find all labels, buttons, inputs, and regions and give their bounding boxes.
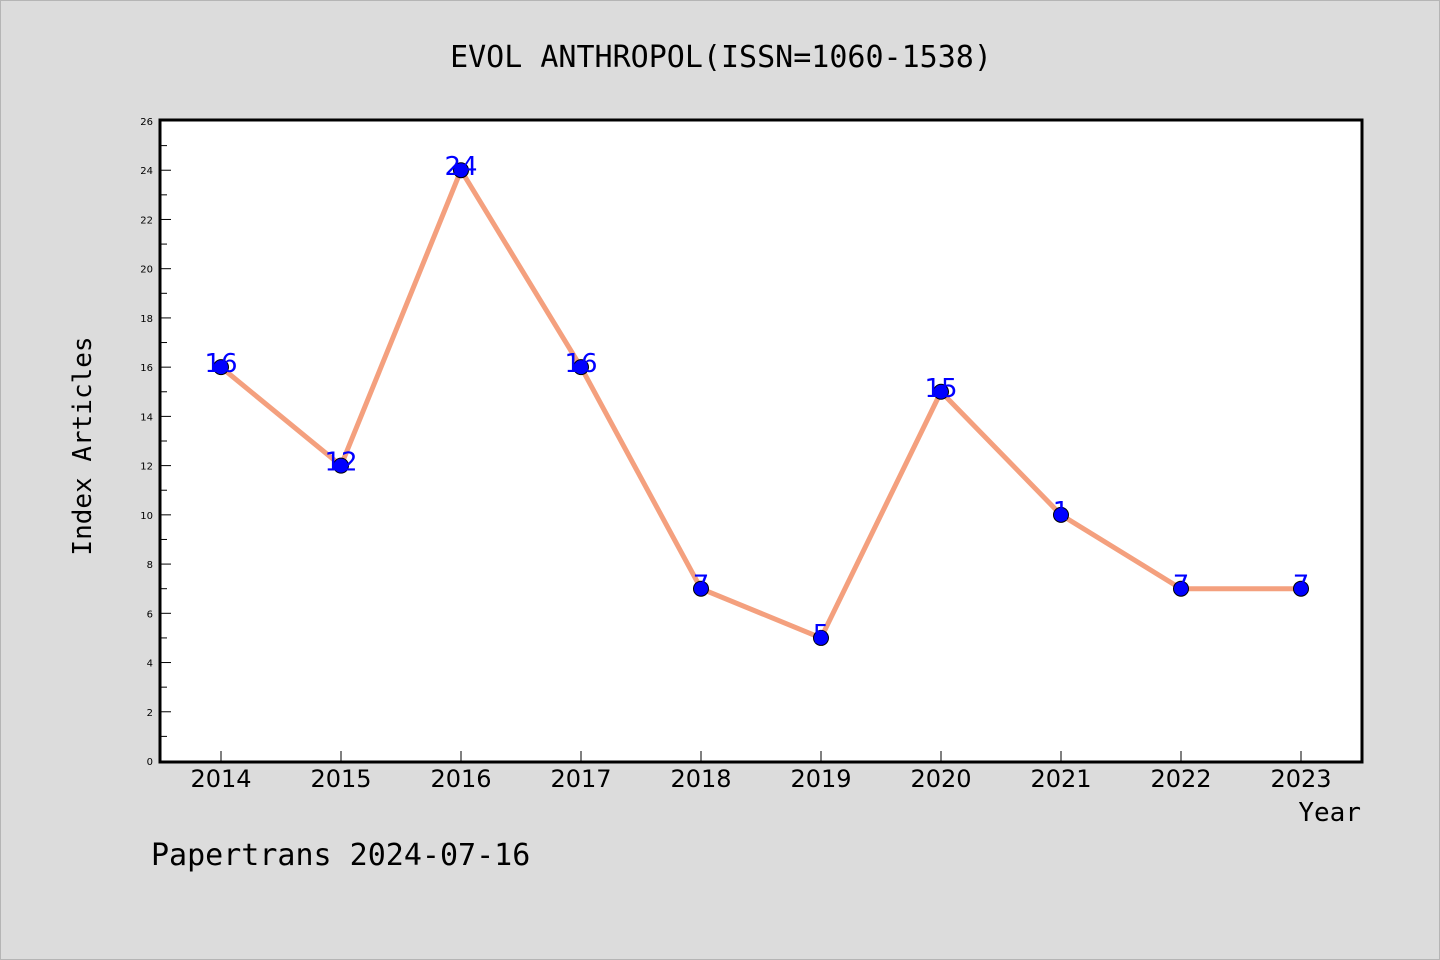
x-tick-label: 2018: [670, 765, 731, 793]
data-label-2015: 12: [324, 448, 357, 478]
data-point-2017: [573, 359, 589, 376]
x-tick-label: 2022: [1150, 765, 1211, 793]
x-axis-label: Year: [1298, 798, 1361, 828]
data-point-2018: [693, 580, 709, 597]
x-tick-label: 2019: [790, 765, 851, 793]
plot-area: [158, 118, 1364, 764]
data-label-2018: 7: [693, 571, 710, 601]
data-label-2019: 5: [813, 620, 830, 650]
data-point-2020: [933, 383, 949, 400]
y-tick-label: 10: [140, 511, 153, 522]
data-point-2019: [813, 629, 829, 646]
y-tick-label: 4: [147, 659, 153, 670]
y-tick-label: 20: [140, 265, 153, 276]
x-tick-label: 2014: [190, 765, 251, 793]
data-label-2023: 7: [1293, 571, 1310, 601]
y-tick-label: 8: [147, 560, 153, 571]
data-label-2021: 1: [1053, 497, 1070, 527]
data-label-2014: 16: [204, 349, 237, 379]
x-axis: 2014 2015 2016 2017 2018 2019 2020 2021 2022 2023: [190, 751, 1332, 793]
x-tick-label: 2016: [430, 765, 491, 793]
x-tick-label: 2023: [1270, 765, 1331, 793]
data-point-2014: [213, 359, 229, 376]
data-point-2016: [453, 162, 469, 179]
y-tick-label: 0: [147, 757, 153, 768]
y-tick-label: 12: [140, 462, 153, 473]
y-tick-label: 16: [140, 363, 153, 374]
series-line-group: [218, 167, 1304, 641]
data-point-2015: [333, 457, 349, 474]
data-label-2017: 16: [564, 349, 597, 379]
y-tick-label: 24: [140, 166, 153, 177]
data-label-2016: 24: [444, 152, 477, 182]
x-tick-label: 2015: [310, 765, 371, 793]
chart-title: EVOL ANTHROPOL(ISSN=1060-1538): [450, 40, 992, 75]
data-label-2022: 7: [1173, 571, 1190, 601]
data-point-2023: [1293, 580, 1309, 597]
y-tick-label: 2: [147, 708, 153, 719]
y-tick-label: 18: [140, 314, 153, 325]
y-tick-label: 6: [147, 609, 153, 620]
y-tick-label: 26: [140, 117, 153, 128]
x-tick-label: 2017: [550, 765, 611, 793]
y-tick-label: 22: [140, 215, 153, 226]
data-point-2021: [1053, 506, 1069, 523]
y-tick-label: 14: [140, 412, 153, 423]
x-tick-label: 2020: [910, 765, 971, 793]
data-point-2022: [1173, 580, 1189, 597]
data-label-2020: 15: [924, 374, 957, 404]
series-line: [218, 167, 1304, 641]
footer-credit: Papertrans 2024-07-16: [151, 838, 530, 873]
data-points: [213, 162, 1309, 646]
y-axis-label: Index Articles: [68, 336, 98, 555]
data-labels: 16 12 24 16 7 5 15 1 7 7: [204, 152, 1309, 650]
x-tick-label: 2021: [1030, 765, 1091, 793]
